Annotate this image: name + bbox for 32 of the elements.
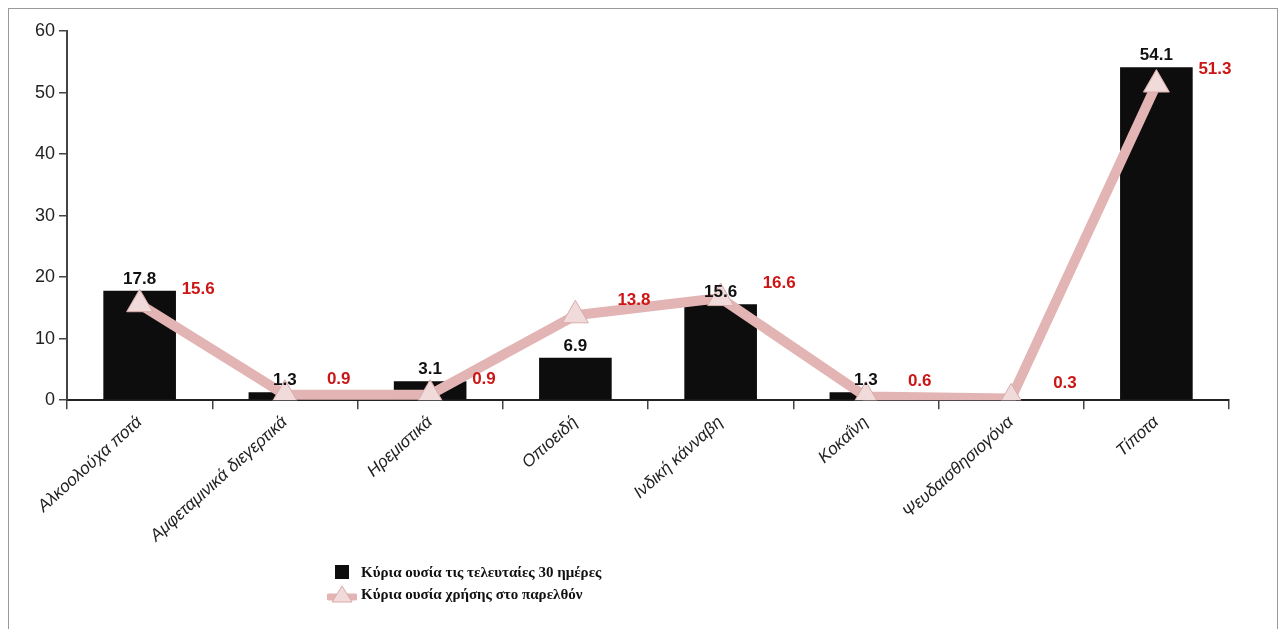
- bar: [1120, 67, 1193, 400]
- legend-label: Κύρια ουσία τις τελευταίες 30 ημέρες: [361, 563, 602, 581]
- data-label: 13.8: [617, 290, 651, 309]
- y-tick-label: 50: [34, 81, 56, 102]
- data-label: 54.1: [1139, 45, 1173, 65]
- point: [1142, 69, 1170, 93]
- data-label: 17.8: [123, 268, 157, 288]
- data-label: 0.9: [326, 369, 351, 389]
- bar: [539, 357, 612, 400]
- point: [561, 299, 589, 324]
- data-label: 1.3: [273, 370, 297, 390]
- data-label: 6.9: [563, 335, 588, 355]
- bar: [103, 290, 176, 400]
- data-label: 15.6: [181, 278, 215, 298]
- data-label: 15.6: [704, 282, 738, 302]
- data-label: 1.3: [854, 370, 878, 390]
- y-tick-label: 30: [34, 204, 56, 225]
- point: [126, 288, 154, 313]
- legend-label: Κύρια ουσία χρήσης στο παρελθόν: [361, 585, 583, 603]
- point: [416, 379, 444, 401]
- data-label: 0.3: [1053, 373, 1077, 393]
- y-tick-label: 60: [34, 19, 56, 40]
- data-label: 3.1: [418, 359, 442, 379]
- bar: [684, 304, 757, 400]
- y-tick-label: 40: [34, 143, 56, 164]
- y-tick-label: 0: [45, 389, 56, 410]
- data-label: 0.6: [907, 371, 932, 391]
- data-label: 51.3: [1198, 59, 1232, 79]
- y-tick-label: 20: [34, 266, 56, 287]
- data-label: 16.6: [762, 272, 796, 292]
- y-tick-label: 10: [34, 327, 56, 348]
- data-label: 0.9: [472, 369, 496, 389]
